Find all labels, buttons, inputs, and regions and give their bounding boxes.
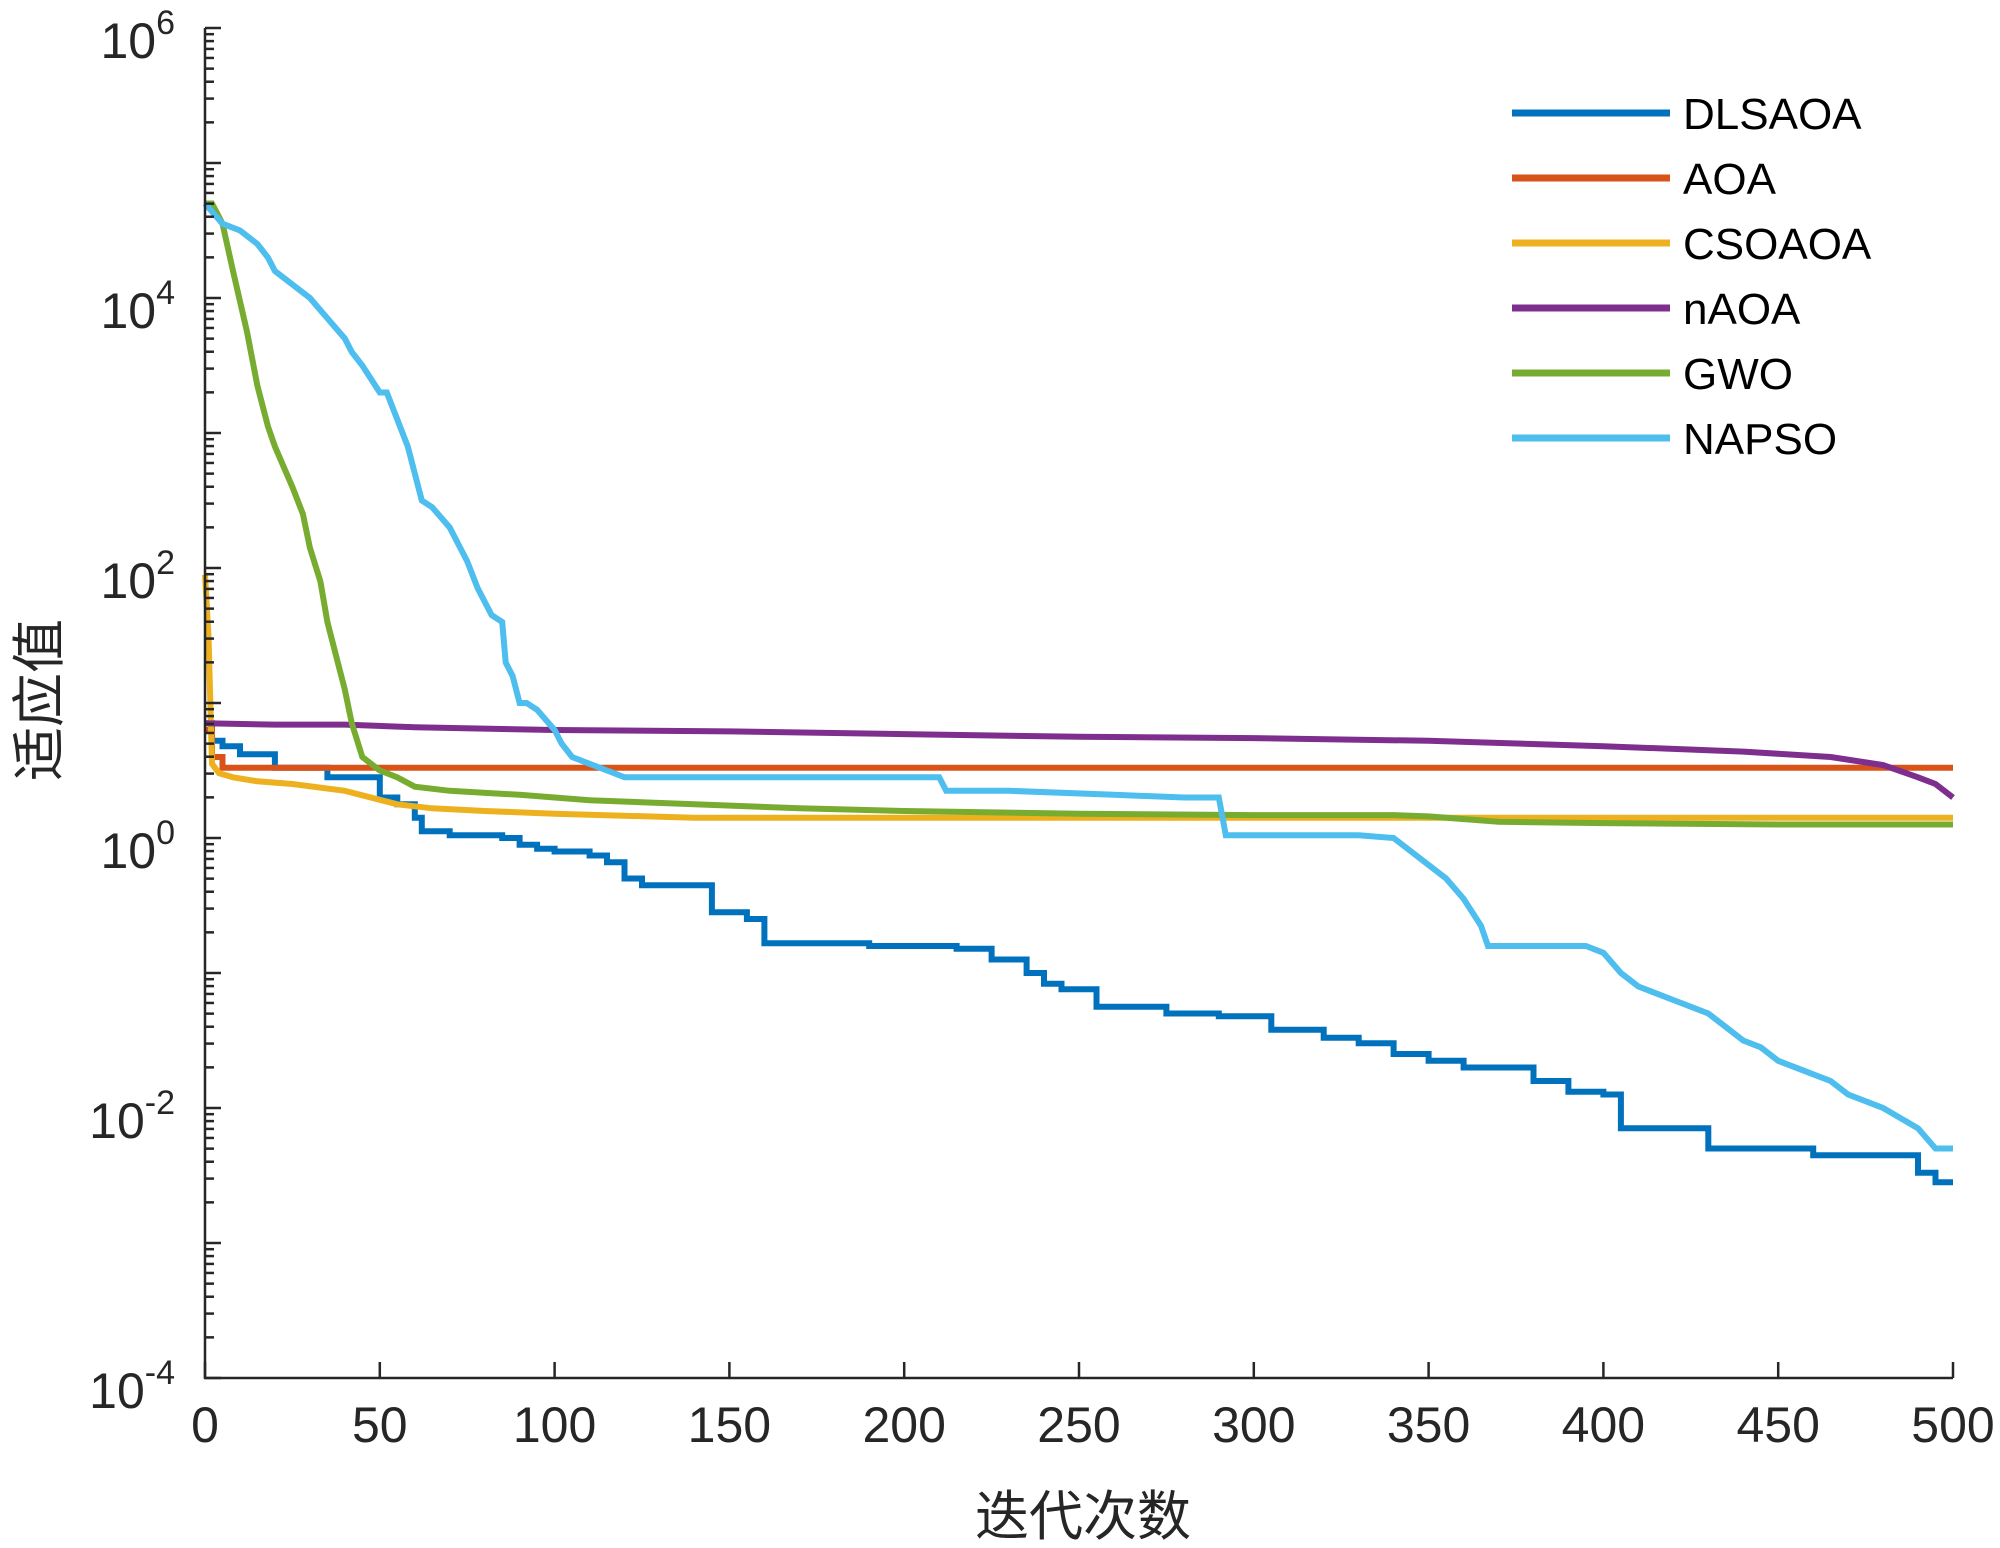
series-line-naoa [204,720,1955,800]
x-tick-label: 400 [1562,1397,1645,1453]
y-tick-label: 100 [100,814,175,879]
x-tick-label: 350 [1387,1397,1470,1453]
legend-label-dlsaoa: DLSAOA [1683,90,1862,139]
legend-label-csoaoa: CSOAOA [1683,220,1872,269]
y-tick-label: 102 [100,544,175,609]
legend-label-napso: NAPSO [1683,415,1837,464]
x-tick-label: 300 [1212,1397,1295,1453]
legend-label-gwo: GWO [1683,350,1793,399]
x-tick-label: 50 [352,1397,408,1453]
x-tick-label: 500 [1911,1397,1994,1453]
tick-labels: 0 50 100 150 200 250 300 350 400 450 500 10-4 10-2 10… [89,4,1995,1453]
y-tick-label: 10-2 [89,1084,175,1149]
y-axis-title: 适应值 [8,619,71,781]
x-axis-title: 迭代次数 [975,1485,1191,1548]
legend-label-naoa: nAOA [1683,285,1801,334]
series-line-csoaoa [202,574,1953,821]
x-tick-label: 200 [862,1397,945,1453]
x-tick-label: 0 [191,1397,219,1453]
series-line-gwo [205,200,1953,828]
legend-label-aoa: AOA [1683,155,1777,204]
legend: DLSAOA AOA CSOAOA nAOA GWO NAPSO [1512,90,1872,464]
x-tick-label: 100 [513,1397,596,1453]
axes [203,26,1955,1380]
series-line-dlsaoa [205,720,1953,1186]
series-line-napso [202,201,1953,1152]
x-tick-label: 250 [1037,1397,1120,1453]
y-tick-label: 106 [100,4,175,69]
y-tick-label: 104 [100,274,175,339]
x-tick-label: 150 [688,1397,771,1453]
y-tick-label: 10-4 [89,1354,175,1419]
series-layer [202,200,1955,1186]
x-tick-label: 450 [1736,1397,1819,1453]
